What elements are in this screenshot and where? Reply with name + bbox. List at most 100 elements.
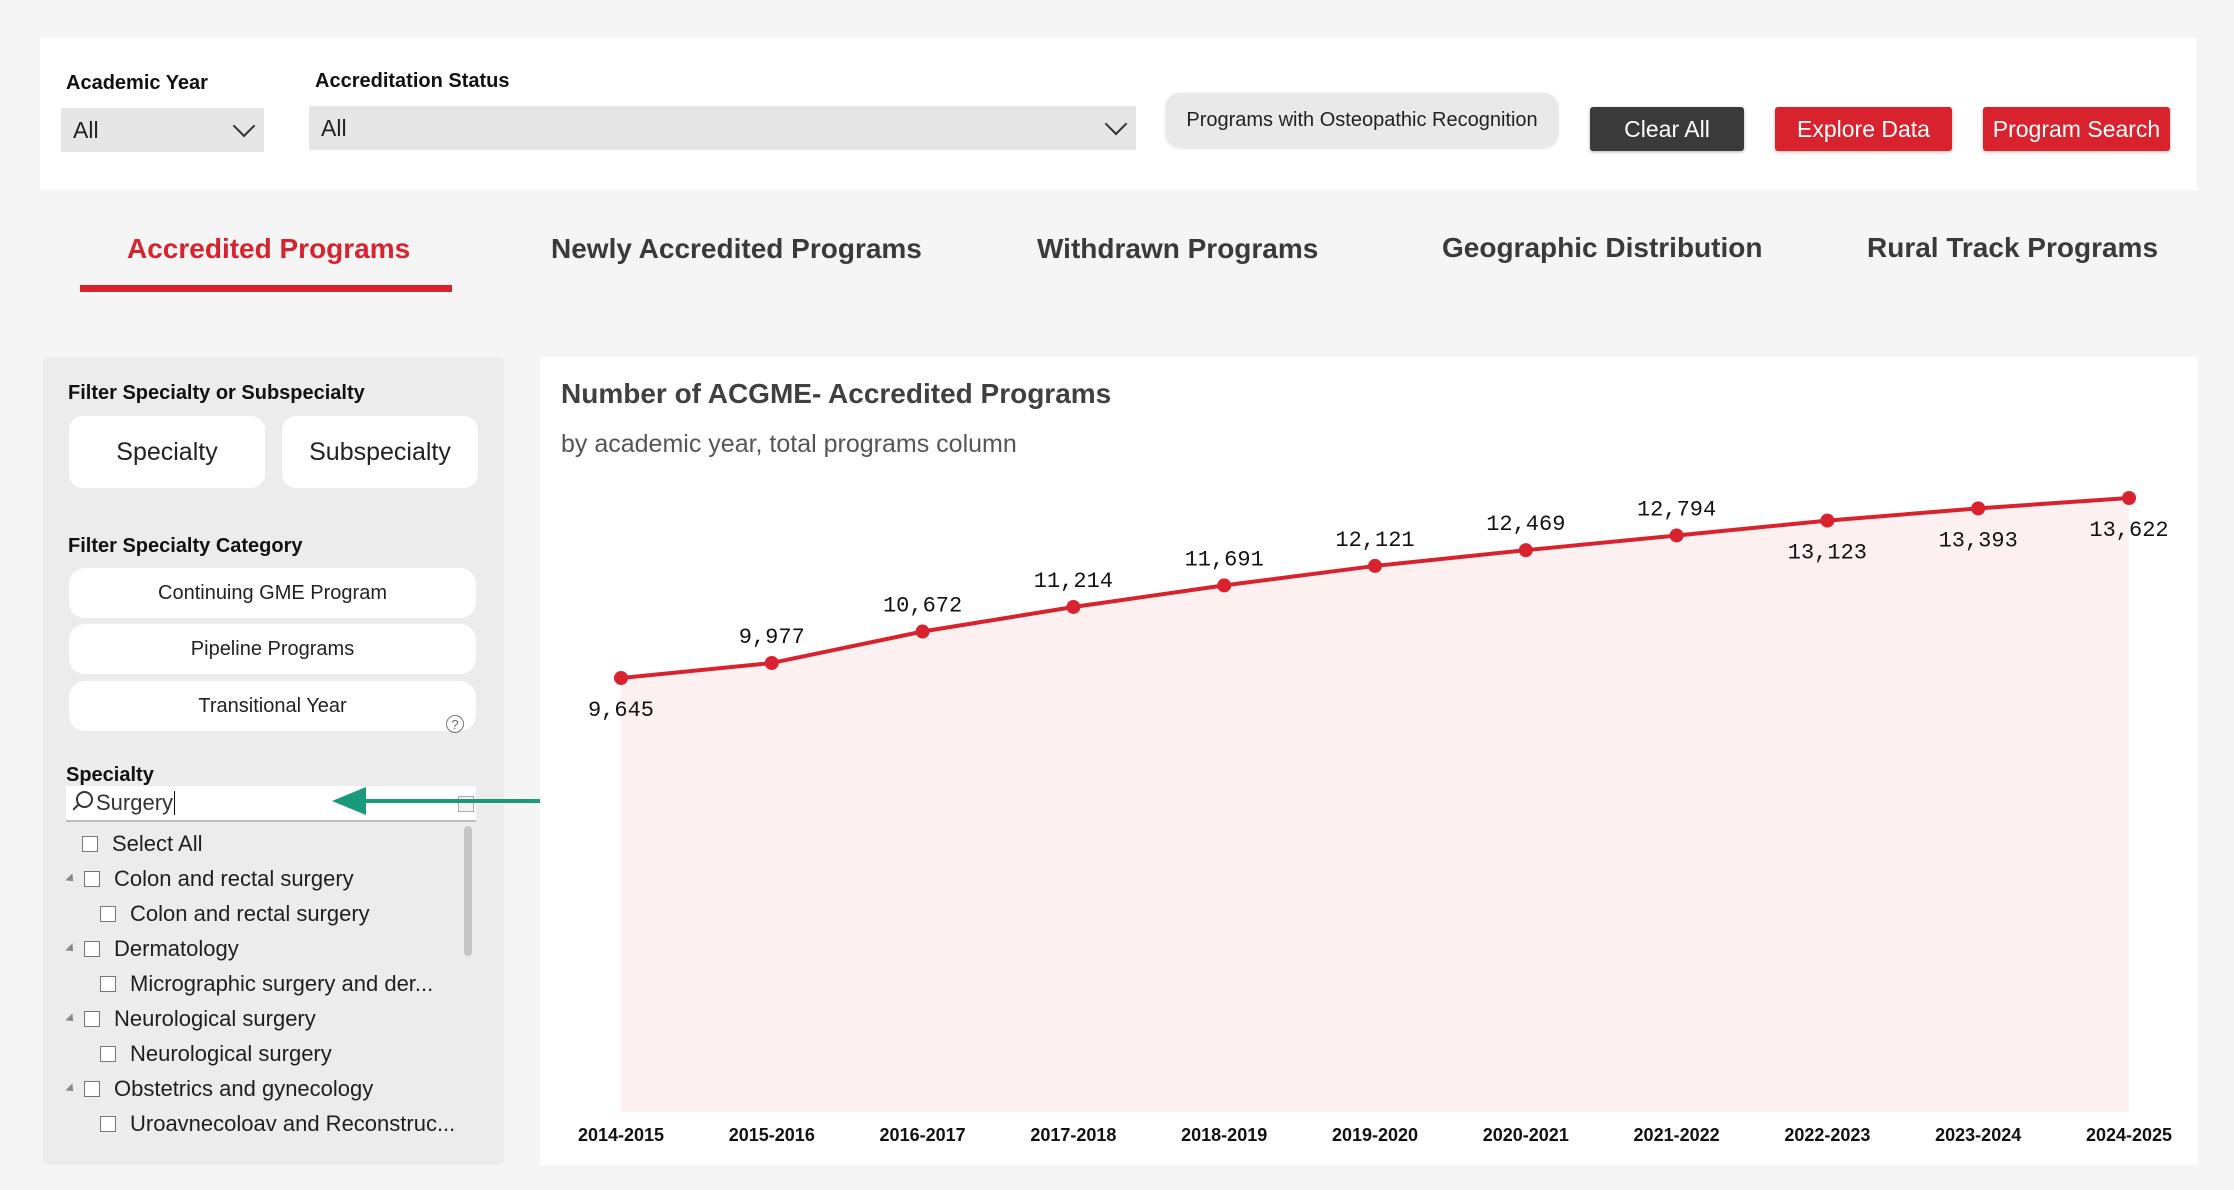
checkbox[interactable] — [82, 835, 98, 852]
x-tick-label: 2019-2020 — [1332, 1125, 1418, 1145]
x-tick-label: 2014-2015 — [578, 1125, 664, 1145]
tree-scrollbar[interactable] — [464, 826, 472, 956]
expand-caret-icon[interactable] — [65, 1082, 77, 1095]
data-point[interactable] — [1518, 543, 1533, 558]
tree-item-label: Colon and rectal surgery — [114, 865, 354, 891]
data-label: 10,672 — [883, 594, 962, 619]
annotation-arrow-head — [332, 787, 366, 815]
checkbox[interactable] — [84, 870, 100, 887]
academic-year-value: All — [73, 116, 99, 143]
accreditation-status-value: All — [321, 114, 347, 141]
chart-subtitle: by academic year, total programs column — [561, 430, 1017, 458]
tree-item[interactable]: Colon and rectal surgery — [66, 896, 466, 931]
data-label: 12,469 — [1486, 512, 1565, 537]
data-point[interactable] — [1669, 528, 1684, 543]
tree-item[interactable]: Micrographic surgery and der... — [66, 966, 466, 1001]
tab-newly-accredited-programs[interactable]: Newly Accredited Programs — [551, 233, 922, 264]
tree-item-label: Dermatology — [114, 935, 239, 961]
data-point[interactable] — [1066, 599, 1081, 614]
clear-all-button[interactable]: Clear All — [1590, 107, 1744, 151]
expand-caret-icon[interactable] — [65, 942, 77, 955]
expand-caret-icon[interactable] — [65, 872, 77, 885]
accreditation-status-label: Accreditation Status — [315, 70, 510, 92]
text-caret — [174, 791, 176, 815]
category-continuing-gme-button[interactable]: Continuing GME Program — [69, 568, 476, 618]
x-tick-label: 2016-2017 — [880, 1125, 966, 1145]
accreditation-status-dropdown[interactable]: All — [309, 106, 1136, 150]
tree-item-label: Neurological surgery — [114, 1005, 316, 1031]
tab-geographic-distribution[interactable]: Geographic Distribution — [1442, 232, 1763, 263]
x-tick-label: 2023-2024 — [1935, 1125, 2021, 1145]
x-tick-label: 2021-2022 — [1634, 1125, 1720, 1145]
specialty-search-input[interactable]: Surgery — [66, 786, 476, 822]
academic-year-dropdown[interactable]: All — [61, 108, 264, 152]
data-point[interactable] — [1217, 578, 1232, 593]
help-icon[interactable]: ? — [446, 715, 464, 733]
checkbox[interactable] — [100, 975, 116, 992]
tab-withdrawn-programs[interactable]: Withdrawn Programs — [1037, 233, 1319, 264]
x-tick-label: 2022-2023 — [1784, 1125, 1870, 1145]
tree-item-label: Select All — [112, 830, 203, 856]
tree-item-label: Colon and rectal surgery — [130, 900, 370, 926]
checkbox[interactable] — [100, 1115, 116, 1132]
x-tick-label: 2020-2021 — [1483, 1125, 1569, 1145]
category-pipeline-programs-button[interactable]: Pipeline Programs — [69, 624, 476, 674]
x-tick-label: 2018-2019 — [1181, 1125, 1267, 1145]
program-search-button[interactable]: Program Search — [1983, 107, 2170, 151]
active-tab-underline — [80, 285, 452, 292]
tree-item[interactable]: Select All — [66, 826, 466, 861]
annotation-arrow — [352, 799, 560, 803]
osteopathic-recognition-button[interactable]: Programs with Osteopathic Recognition — [1166, 93, 1558, 147]
data-label: 11,691 — [1185, 547, 1264, 572]
checkbox[interactable] — [84, 1010, 100, 1027]
tree-item[interactable]: Neurological surgery — [66, 1036, 466, 1071]
area-fill — [621, 498, 2129, 1112]
data-label: 12,794 — [1637, 497, 1716, 522]
search-icon — [66, 788, 96, 818]
tree-item[interactable]: Uroavnecoloav and Reconstruc... — [66, 1106, 466, 1141]
tree-item-label: Neurological surgery — [130, 1040, 332, 1066]
data-point[interactable] — [1820, 513, 1835, 528]
data-point[interactable] — [915, 624, 930, 639]
chart-title: Number of ACGME- Accredited Programs — [561, 378, 1112, 409]
data-point[interactable] — [2122, 491, 2136, 505]
data-label: 11,214 — [1034, 569, 1113, 594]
tree-item[interactable]: Neurological surgery — [65, 1001, 466, 1036]
tree-item[interactable]: Dermatology — [65, 931, 466, 966]
filter-specialty-title: Filter Specialty or Subspecialty — [68, 382, 365, 404]
specialty-section-title: Specialty — [66, 764, 154, 786]
data-point[interactable] — [764, 655, 779, 670]
tab-rural-track-programs[interactable]: Rural Track Programs — [1867, 232, 2159, 263]
checkbox[interactable] — [100, 1045, 116, 1062]
data-label: 9,645 — [588, 698, 654, 723]
data-label: 13,123 — [1788, 541, 1867, 566]
checkbox[interactable] — [84, 1080, 100, 1097]
explore-data-button[interactable]: Explore Data — [1775, 107, 1952, 151]
x-tick-label: 2017-2018 — [1030, 1125, 1116, 1145]
data-point[interactable] — [614, 671, 628, 685]
data-point[interactable] — [1368, 558, 1382, 573]
tree-item[interactable]: Obstetrics and gynecology — [65, 1071, 466, 1106]
chevron-down-icon — [1104, 112, 1128, 136]
data-label: 13,622 — [2089, 518, 2168, 543]
search-value: Surgery — [96, 790, 174, 815]
academic-year-label: Academic Year — [66, 72, 208, 94]
category-transitional-year-button[interactable]: Transitional Year — [69, 681, 476, 731]
subspecialty-button[interactable]: Subspecialty — [282, 416, 478, 488]
data-label: 13,393 — [1939, 528, 2018, 553]
tree-item-label: Micrographic surgery and der... — [130, 970, 434, 996]
data-point[interactable] — [1971, 501, 1986, 516]
specialty-tree-list: Select All Colon and rectal surgery Colon … — [65, 826, 466, 1141]
expand-caret-icon[interactable] — [65, 1012, 77, 1025]
tree-item[interactable]: Colon and rectal surgery — [65, 861, 466, 896]
tree-item-label: Obstetrics and gynecology — [114, 1075, 374, 1101]
checkbox[interactable] — [100, 905, 116, 922]
tab-accredited-programs[interactable]: Accredited Programs — [127, 233, 411, 264]
x-tick-label: 2024-2025 — [2086, 1125, 2172, 1145]
specialty-button[interactable]: Specialty — [69, 416, 265, 488]
data-label: 9,977 — [739, 625, 805, 650]
chevron-down-icon — [232, 114, 256, 138]
checkbox[interactable] — [84, 940, 100, 957]
data-label: 12,121 — [1335, 528, 1414, 553]
accredited-programs-chart: 9,645 2014-2015 9,977 2015-2016 10,672 2016-2… — [578, 491, 2172, 1145]
